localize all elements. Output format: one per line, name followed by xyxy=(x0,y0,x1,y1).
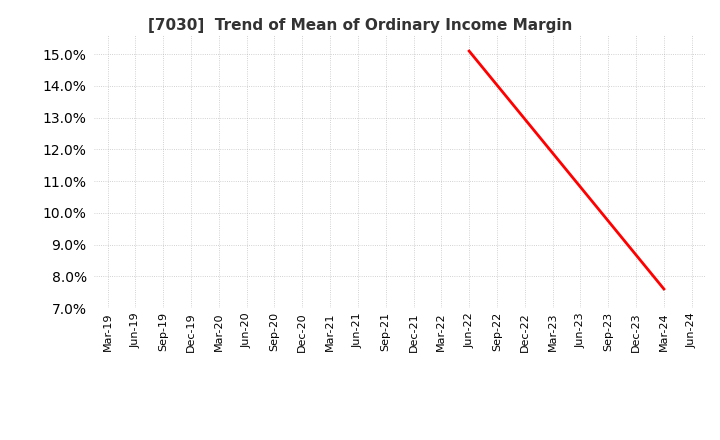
Text: [7030]  Trend of Mean of Ordinary Income Margin: [7030] Trend of Mean of Ordinary Income … xyxy=(148,18,572,33)
